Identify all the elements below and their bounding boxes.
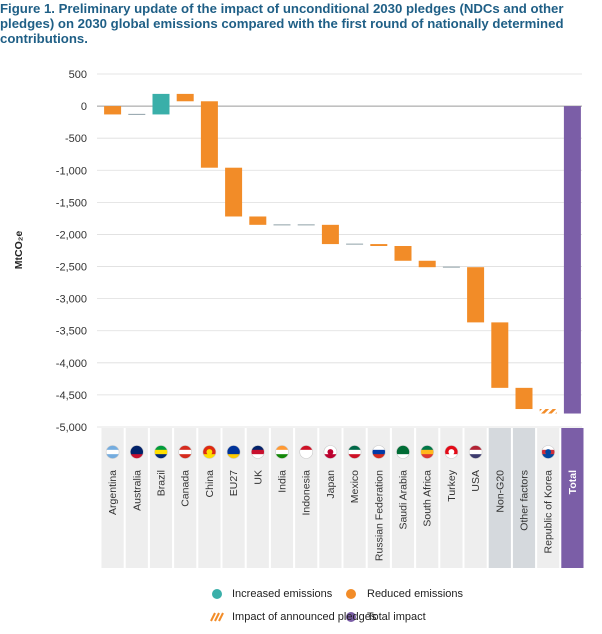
bar — [418, 260, 436, 268]
flag-icon-au — [130, 445, 144, 459]
flag-icon-sa — [396, 445, 410, 459]
flag-icon-za — [420, 445, 435, 459]
x-tick-label: Mexico — [349, 470, 361, 503]
y-tick-label: -1,000 — [56, 165, 87, 177]
x-tick-label: Other factors — [519, 470, 531, 531]
category-label-cell — [561, 428, 584, 568]
flag-icon-ar — [105, 445, 120, 459]
category-label-cell — [295, 428, 318, 568]
x-tick-label: UK — [252, 470, 264, 485]
y-tick-label: 0 — [81, 101, 87, 113]
x-tick-label: Russian Federation — [373, 470, 385, 561]
bar — [491, 322, 509, 388]
y-tick-label: -4,000 — [56, 358, 87, 370]
legend-label-announced: Impact of announced pledges — [232, 611, 377, 623]
category-label-cell — [440, 428, 463, 568]
bar — [321, 224, 339, 245]
y-tick-label: -4,500 — [56, 390, 87, 402]
x-tick-label: Republic of Korea — [543, 470, 555, 554]
x-tick-label: Non-G20 — [494, 470, 506, 513]
y-tick-label: -3,500 — [56, 326, 87, 338]
flag-icon-cn — [202, 445, 217, 459]
flag-icon-in — [275, 445, 289, 459]
x-tick-label: Canada — [180, 470, 192, 507]
x-tick-label: China — [204, 470, 216, 498]
flag-icon-ru — [371, 445, 386, 459]
bar — [563, 106, 581, 414]
category-label-cell — [391, 428, 415, 568]
category-label-cell — [174, 428, 197, 568]
legend-marker-announced — [210, 612, 224, 622]
category-label-cell — [125, 428, 148, 568]
x-tick-label: Brazil — [156, 470, 168, 496]
flag-icon-mx — [347, 445, 362, 459]
flag-icon-eu — [226, 445, 241, 459]
bar — [104, 106, 122, 115]
category-label-cell — [537, 428, 560, 568]
flag-icon-br — [154, 445, 168, 459]
bar — [200, 101, 218, 168]
x-tick-label: Japan — [325, 470, 337, 499]
y-tick-label: -2,000 — [56, 229, 87, 241]
x-tick-label: USA — [470, 470, 482, 492]
y-tick-label: -2,500 — [56, 262, 87, 274]
legend-marker-increased — [212, 589, 222, 599]
category-label-cell — [464, 428, 487, 568]
category-label-cell — [270, 428, 294, 568]
category-label-cell — [319, 428, 342, 568]
category-label-cell — [198, 428, 221, 568]
category-label-cell — [416, 428, 439, 568]
y-tick-label: 500 — [69, 69, 87, 81]
x-tick-label: Total — [567, 470, 579, 494]
legend-marker-reduced — [346, 589, 356, 599]
legend-label-increased: Increased emissions — [232, 588, 333, 600]
x-tick-label: South Africa — [422, 470, 434, 527]
legend-label-reduced: Reduced emissions — [367, 588, 463, 600]
x-tick-label: Australia — [131, 470, 143, 511]
flag-icon-tr — [444, 445, 459, 459]
x-tick-label: Saudi Arabia — [398, 470, 410, 530]
x-tick-label: EU27 — [228, 470, 240, 496]
y-tick-label: -500 — [65, 133, 87, 145]
category-label-cell — [488, 428, 511, 568]
flag-icon-us — [468, 445, 483, 459]
category-label-cell — [149, 428, 173, 568]
x-tick-label: Argentina — [107, 470, 119, 515]
flag-icon-kr — [541, 445, 556, 459]
bar — [176, 93, 194, 102]
x-tick-label: Indonesia — [301, 470, 313, 516]
figure-title: Figure 1. Preliminary update of the impa… — [0, 1, 564, 46]
bar — [225, 167, 243, 217]
flag-icon-ca — [178, 445, 192, 459]
x-tick-label: Turkey — [446, 469, 458, 501]
x-tick-label: India — [277, 470, 289, 493]
flag-icon-jp — [323, 445, 338, 459]
y-tick-label: -1,500 — [56, 197, 87, 209]
bar — [467, 267, 485, 323]
category-label-cell — [343, 428, 366, 568]
category-label-cell — [101, 428, 124, 568]
legend-label-total: Total impact — [367, 611, 426, 623]
y-tick-label: -5,000 — [56, 422, 87, 434]
bar — [515, 387, 533, 410]
bar — [249, 216, 267, 225]
bar — [370, 244, 388, 247]
category-label-cell — [512, 428, 536, 568]
y-tick-label: -3,000 — [56, 294, 87, 306]
bar — [394, 246, 412, 261]
flag-icon-id — [299, 445, 314, 459]
category-label-cell — [367, 428, 390, 568]
y-axis-label: MtCO₂e — [13, 231, 25, 270]
bar — [539, 409, 557, 414]
legend-marker-total — [346, 612, 356, 622]
category-label-cell — [246, 428, 269, 568]
bar — [152, 93, 170, 115]
flag-icon-gb — [250, 445, 265, 459]
category-label-cell — [222, 428, 245, 568]
